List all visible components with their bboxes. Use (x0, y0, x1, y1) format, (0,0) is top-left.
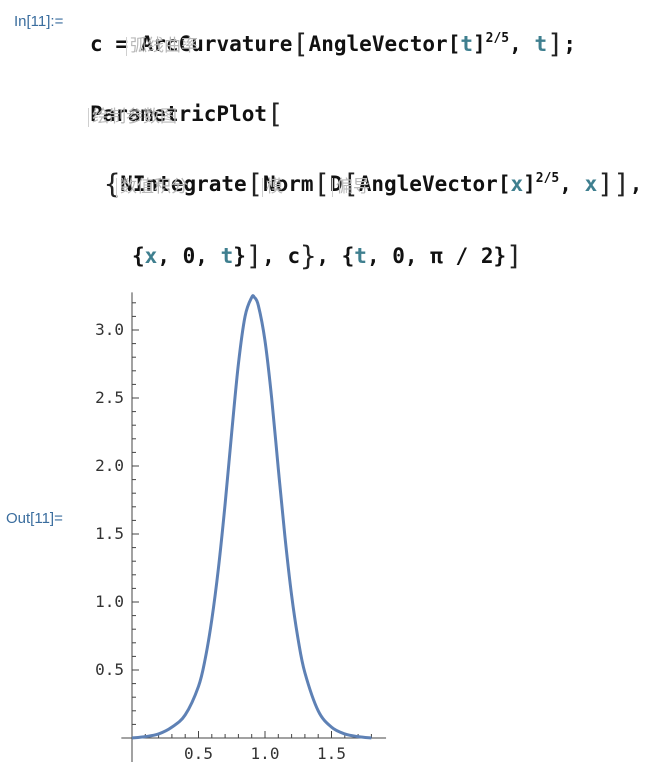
input-label: In[11]:= (14, 13, 64, 30)
hint-parametricplot: 绘制参数图 (88, 108, 177, 127)
zero: 0 (392, 244, 405, 268)
zero: 0 (182, 244, 196, 268)
code-line-4[interactable]: {x, 0, t}], c}, {t, 0, π / 2}] (132, 241, 523, 272)
y-tick-label: 2.0 (95, 456, 124, 475)
exponent: 2/5 (485, 31, 510, 46)
fn-nintegrate[interactable]: NIntegrate (120, 172, 247, 196)
var-t: t (460, 32, 473, 56)
pi: π (430, 244, 443, 268)
fn-anglevector[interactable]: AngleVector (308, 32, 448, 56)
x-tick-label: 1.0 (251, 744, 280, 763)
var-t: t (534, 32, 548, 56)
hint-d: 偏导 (332, 178, 370, 197)
bracket-close: ] (245, 241, 263, 272)
var-x: x (510, 172, 524, 196)
fn-norm[interactable]: Norm (262, 172, 314, 196)
brace-close: } (300, 241, 317, 272)
bracket-open: [ (267, 99, 284, 130)
plot-curve (131, 294, 372, 740)
plot-axes: 0.5 1.0 1.5 0.5 1.0 1.5 2.0 2.5 3.0 (95, 292, 387, 763)
var-c: c (287, 244, 301, 268)
bracket-open: [ (342, 169, 359, 200)
y-tick-label: 1.5 (95, 524, 124, 543)
fn-parametricplot[interactable]: ParametricPlot (90, 102, 268, 126)
bracket-open: [ (246, 169, 263, 200)
bracket-close: ] (506, 241, 523, 272)
code-line-3[interactable]: {NIntegrate[Norm[D[AngleVector[x]2/5, x]… (104, 169, 643, 200)
bracket-open: [ (292, 29, 309, 60)
bracket-open: [ (313, 169, 330, 200)
x-tick-label: 0.5 (184, 744, 213, 763)
y-tick-label: 3.0 (95, 320, 124, 339)
y-tick-label: 0.5 (95, 660, 124, 679)
bracket-close: ] (547, 29, 564, 60)
bracket-close: ] (613, 169, 630, 200)
var-c: c (90, 32, 103, 56)
hint-norm: 模 (262, 178, 283, 197)
code-line-2[interactable]: ParametricPlot[ (90, 78, 283, 128)
output-label: Out[11]= (6, 510, 63, 527)
var-x: x (144, 244, 158, 268)
var-t: t (220, 244, 234, 268)
comma: , (509, 32, 522, 56)
equals-sign: = (115, 32, 128, 56)
fn-anglevector[interactable]: AngleVector (358, 172, 498, 196)
y-tick-label: 1.0 (95, 592, 124, 611)
bracket-close: ] (597, 169, 614, 200)
var-t: t (354, 244, 367, 268)
hint-arccurvature: 弧线曲率 (126, 37, 198, 56)
exponent: 2/5 (535, 171, 560, 186)
fn-arccurvature[interactable]: ArcCurvature (140, 32, 293, 56)
code-line-1[interactable]: c = ArcCurvature[AngleVector[t]2/5, t]; (90, 29, 577, 60)
hint-nintegrate: 数值积分 (116, 178, 188, 197)
semicolon: ; (563, 32, 577, 56)
two: 2 (480, 244, 494, 268)
slash: / (455, 244, 469, 268)
var-x: x (584, 172, 598, 196)
y-tick-label: 2.5 (95, 388, 124, 407)
x-tick-label: 1.5 (317, 744, 346, 763)
